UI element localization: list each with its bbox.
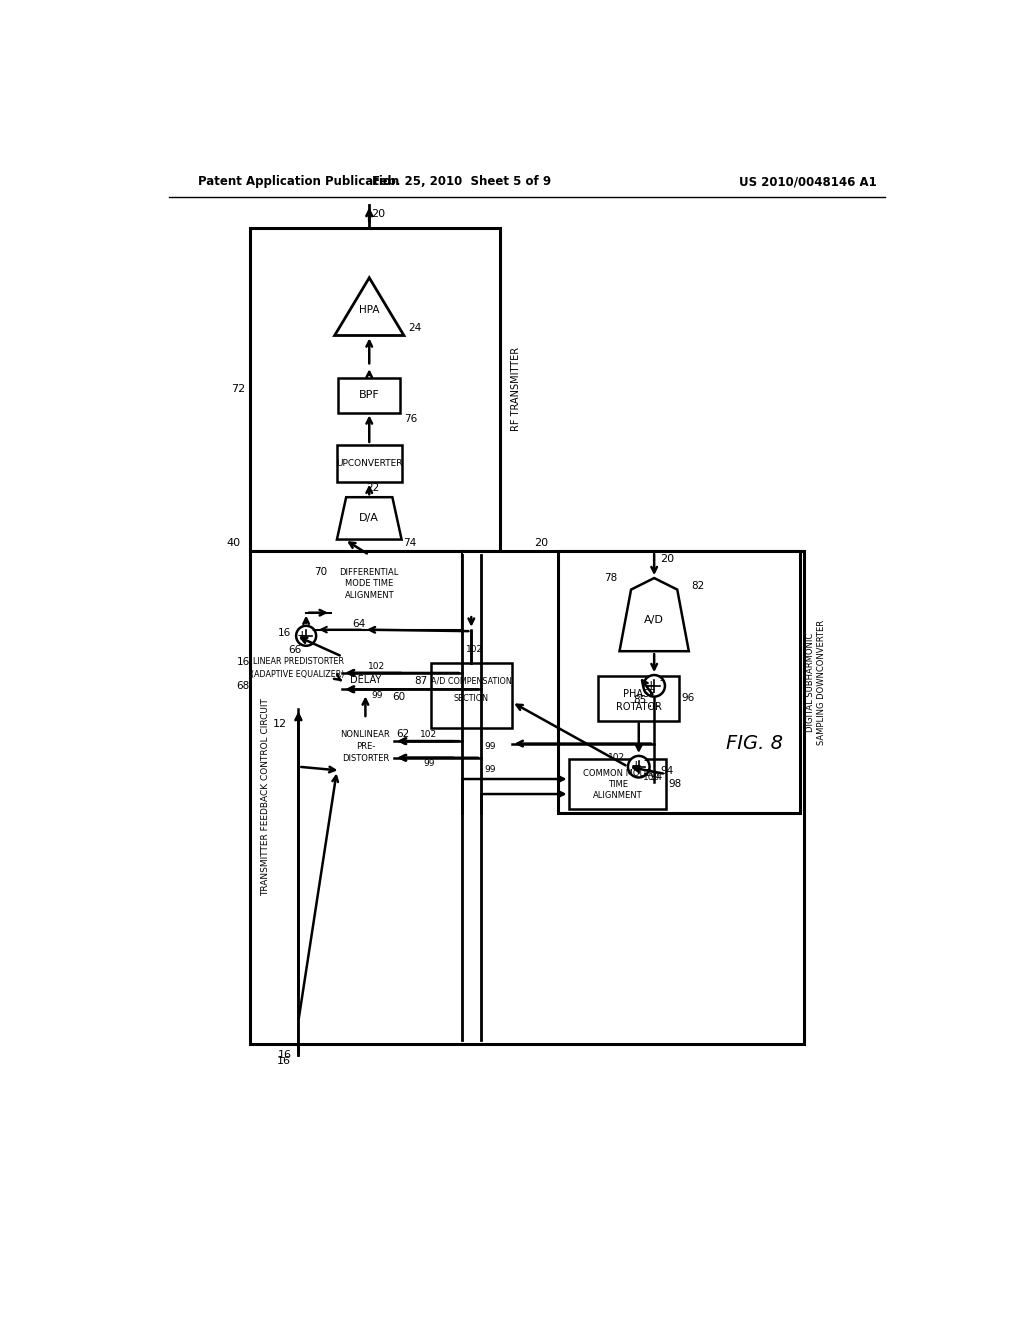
Text: +: +: [646, 678, 656, 692]
Text: 16: 16: [276, 1056, 291, 1065]
Text: 16: 16: [279, 1051, 292, 1060]
Text: HPA: HPA: [359, 305, 380, 315]
Text: TRANSMITTER FEEDBACK CONTROL CIRCUIT: TRANSMITTER FEEDBACK CONTROL CIRCUIT: [261, 698, 269, 896]
Text: 60: 60: [393, 693, 406, 702]
Bar: [337, 445, 402, 482]
Bar: [558, 552, 801, 813]
Text: 76: 76: [403, 413, 417, 424]
Text: 70: 70: [313, 568, 327, 577]
Polygon shape: [335, 277, 403, 335]
Text: 24: 24: [408, 323, 421, 333]
Text: 72: 72: [231, 384, 246, 395]
Text: ROTATOR: ROTATOR: [615, 702, 662, 711]
Text: NONLINEAR: NONLINEAR: [341, 730, 390, 739]
Text: 16: 16: [278, 628, 291, 639]
Text: DIGITAL SUBHARMONIC
SAMPLING DOWNCONVERTER: DIGITAL SUBHARMONIC SAMPLING DOWNCONVERT…: [806, 619, 825, 744]
Text: ALIGNMENT: ALIGNMENT: [593, 791, 642, 800]
Text: 102: 102: [608, 752, 625, 762]
Text: 12: 12: [272, 719, 287, 730]
Text: 98: 98: [668, 779, 681, 789]
Text: 82: 82: [691, 581, 705, 591]
Polygon shape: [620, 578, 689, 651]
Text: 22: 22: [367, 483, 380, 492]
Text: RF TRANSMITTER: RF TRANSMITTER: [511, 347, 520, 432]
Text: PRE-: PRE-: [355, 742, 375, 751]
Text: 87: 87: [414, 676, 427, 686]
Circle shape: [628, 756, 649, 777]
Text: A/D: A/D: [644, 615, 665, 626]
Bar: [250, 552, 804, 1044]
Text: A/D COMPENSATION: A/D COMPENSATION: [431, 677, 512, 685]
Text: 20: 20: [535, 539, 549, 548]
Text: LINEAR PREDISTORTER: LINEAR PREDISTORTER: [253, 657, 343, 667]
Bar: [337, 719, 394, 775]
Text: DELAY: DELAY: [350, 675, 381, 685]
Text: 96: 96: [682, 693, 694, 704]
Text: SECTION: SECTION: [454, 694, 488, 704]
Text: 40: 40: [226, 539, 241, 548]
Text: 99: 99: [372, 690, 383, 700]
Text: -: -: [659, 675, 663, 685]
Text: 68: 68: [237, 681, 250, 692]
Text: +: +: [297, 628, 307, 642]
Text: DIFFERENTIAL: DIFFERENTIAL: [340, 568, 399, 577]
Text: 99: 99: [484, 764, 497, 774]
Text: Patent Application Publication: Patent Application Publication: [198, 176, 398, 187]
Text: FIG. 8: FIG. 8: [726, 734, 782, 754]
Text: 16: 16: [237, 657, 250, 667]
Text: (ADAPTIVE EQUALIZER): (ADAPTIVE EQUALIZER): [251, 669, 345, 678]
Text: COMMON MODE: COMMON MODE: [584, 768, 651, 777]
Text: 94: 94: [649, 772, 663, 783]
Text: 94: 94: [660, 766, 674, 776]
Text: 78: 78: [604, 573, 617, 583]
Text: 102: 102: [466, 645, 482, 655]
Text: ...: ...: [647, 696, 660, 710]
Text: +: +: [631, 759, 641, 772]
Text: UPCONVERTER: UPCONVERTER: [336, 459, 402, 467]
Bar: [569, 759, 666, 809]
Text: 62: 62: [396, 730, 410, 739]
Text: 102: 102: [369, 663, 385, 672]
Text: TIME: TIME: [607, 780, 628, 788]
Bar: [431, 663, 512, 729]
Text: -: -: [644, 755, 647, 766]
Text: 66: 66: [288, 644, 301, 655]
Bar: [598, 676, 679, 721]
Text: PHASE: PHASE: [623, 689, 655, 698]
Text: 99: 99: [484, 742, 497, 751]
Text: -: -: [311, 626, 315, 635]
Text: US 2010/0048146 A1: US 2010/0048146 A1: [739, 176, 877, 187]
Bar: [250, 228, 500, 552]
Text: DISTORTER: DISTORTER: [342, 754, 389, 763]
Bar: [254, 644, 342, 709]
Text: 99: 99: [423, 759, 434, 768]
Text: 64: 64: [352, 619, 366, 630]
Text: MODE TIME: MODE TIME: [345, 579, 393, 589]
Text: Feb. 25, 2010  Sheet 5 of 9: Feb. 25, 2010 Sheet 5 of 9: [372, 176, 551, 187]
Text: 20: 20: [660, 554, 675, 564]
Text: 20: 20: [372, 209, 386, 219]
Bar: [339, 378, 400, 412]
Text: ALIGNMENT: ALIGNMENT: [344, 591, 394, 599]
Bar: [340, 667, 390, 693]
Polygon shape: [337, 498, 401, 540]
Text: BPF: BPF: [358, 391, 380, 400]
Circle shape: [296, 626, 316, 645]
Text: 102: 102: [421, 730, 437, 739]
Text: 100: 100: [643, 774, 659, 781]
Text: 85: 85: [634, 694, 647, 705]
Bar: [331, 554, 408, 612]
Text: 74: 74: [403, 539, 417, 548]
Text: D/A: D/A: [359, 513, 379, 523]
Circle shape: [643, 675, 665, 697]
